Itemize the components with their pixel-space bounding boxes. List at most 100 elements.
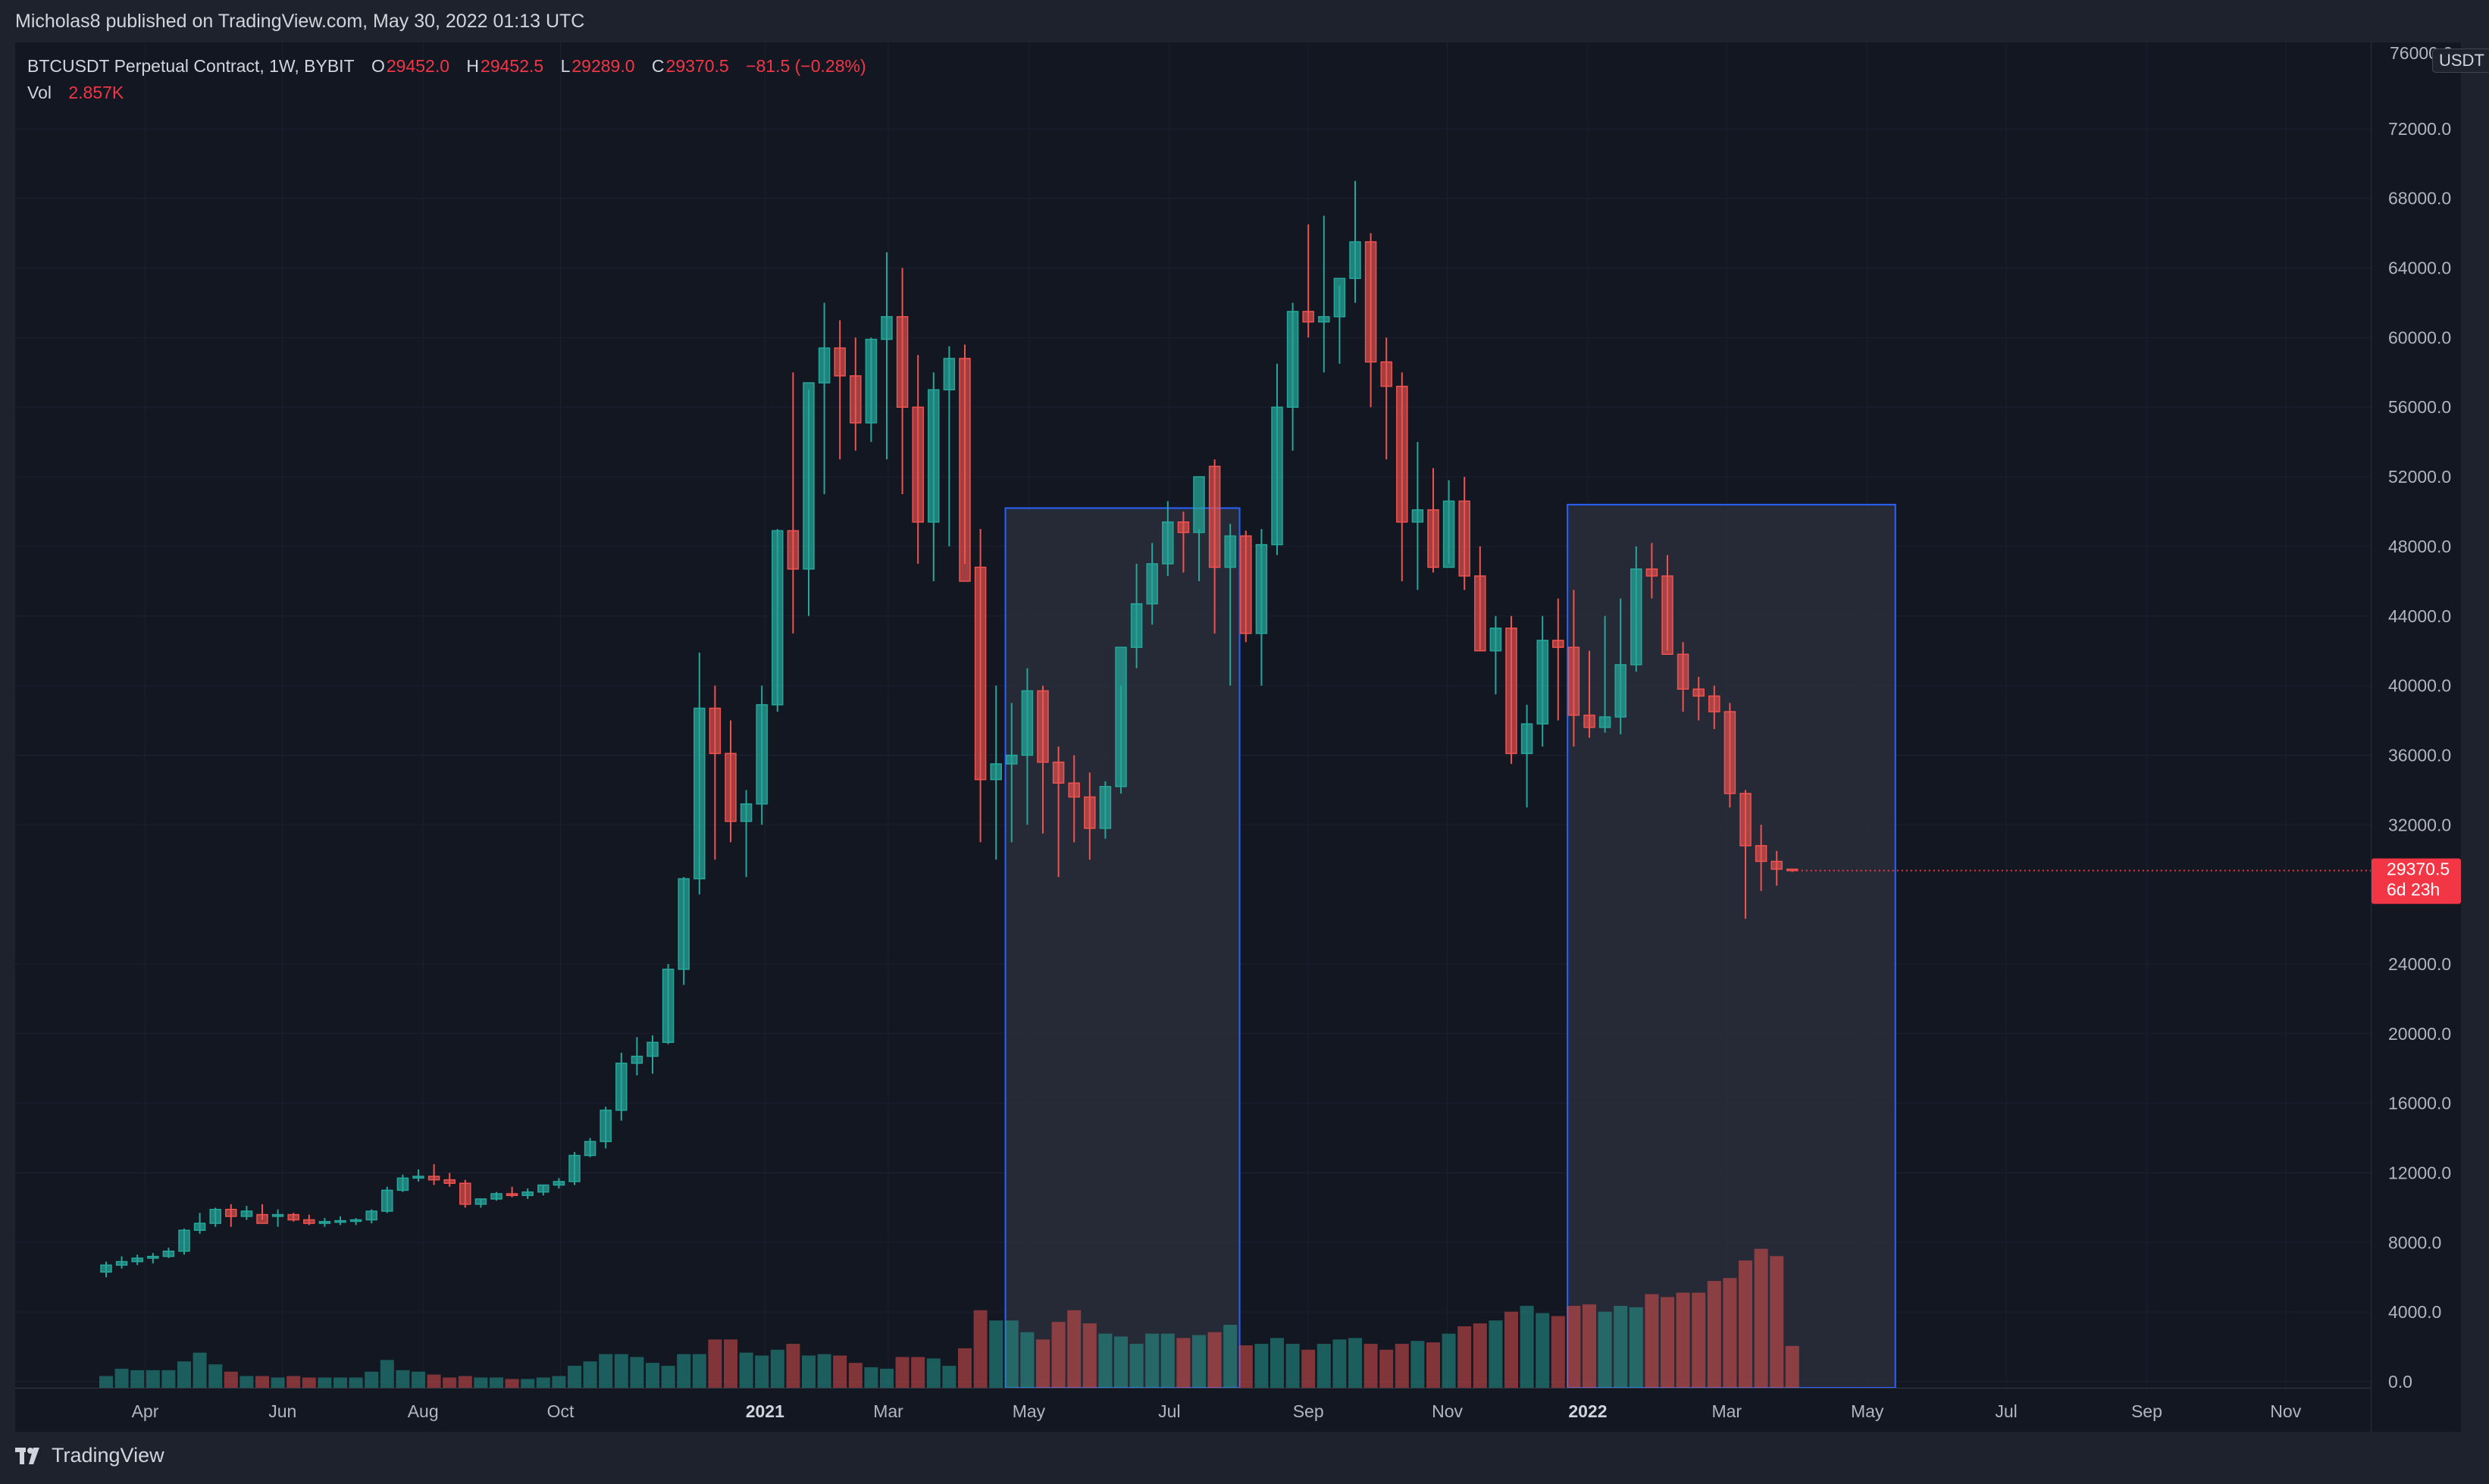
candle-body-94: [1567, 647, 1580, 716]
volume-bar-36: [661, 1366, 675, 1388]
volume-bar-74: [1254, 1344, 1269, 1388]
candle-body-34: [631, 1055, 643, 1064]
volume-bar-21: [427, 1374, 441, 1388]
volume-bar-31: [583, 1361, 597, 1388]
candle-body-80: [1349, 241, 1361, 280]
candle-body-4: [162, 1251, 175, 1257]
time-tick-label-11: Mar: [1711, 1401, 1742, 1421]
candle-body-46: [818, 347, 831, 384]
chart-frame[interactable]: BTCUSDT Perpetual Contract, 1W, BYBIT O2…: [15, 42, 2489, 1432]
candle-body-52: [912, 406, 924, 523]
volume-bar-0: [99, 1376, 113, 1388]
candle-body-89: [1489, 628, 1502, 652]
candle-body-65: [1115, 647, 1127, 787]
time-tick-label-9: Nov: [1432, 1401, 1463, 1421]
legend-vol-label: Vol: [27, 83, 52, 102]
price-tick-label-3: 12000.0: [2388, 1163, 2451, 1182]
volume-bar-72: [1223, 1325, 1238, 1388]
legend-vol-value: 2.857K: [68, 83, 124, 102]
volume-bar-22: [443, 1377, 457, 1388]
price-tick-label-8: 36000.0: [2388, 745, 2451, 765]
volume-bar-44: [786, 1344, 800, 1388]
time-tick-label-4: 2021: [746, 1401, 784, 1421]
highlight-rectangle-1: [1567, 503, 1896, 1389]
volume-bar-90: [1504, 1311, 1518, 1388]
candle-body-103: [1708, 695, 1720, 712]
volume-bar-79: [1332, 1339, 1347, 1388]
legend-symbol[interactable]: BTCUSDT Perpetual Contract, 1W, BYBIT: [27, 56, 355, 76]
volume-bar-19: [396, 1370, 410, 1388]
volume-bar-48: [848, 1363, 863, 1388]
volume-bar-1: [114, 1368, 129, 1388]
tradingview-brand-text: TradingView: [52, 1444, 164, 1467]
candle-body-58: [1006, 754, 1018, 765]
candle-body-62: [1068, 782, 1080, 798]
volume-bar-101: [1676, 1292, 1690, 1388]
candle-body-12: [287, 1213, 299, 1221]
time-tick-label-12: May: [1851, 1401, 1884, 1421]
volume-bar-23: [458, 1376, 472, 1388]
price-tick-label-1: 4000.0: [2388, 1302, 2441, 1322]
candle-body-91: [1520, 723, 1533, 754]
volume-bar-70: [1192, 1335, 1206, 1388]
candle-body-83: [1396, 385, 1408, 523]
time-axis[interactable]: Apr Jun Aug Oct 2021 Mar May Jul Sep Nov 2022 Mar Ma…: [15, 1388, 2371, 1432]
candle-body-18: [381, 1189, 393, 1212]
candle-body-2: [131, 1257, 143, 1263]
volume-bar-6: [193, 1352, 207, 1388]
volume-bar-65: [1114, 1336, 1128, 1388]
candle-body-5: [178, 1229, 190, 1252]
volume-bar-73: [1238, 1345, 1253, 1388]
candle-body-50: [881, 316, 893, 340]
candle-body-88: [1474, 575, 1486, 652]
legend-l-value: 29289.0: [571, 56, 635, 76]
volume-bar-80: [1348, 1338, 1362, 1388]
volume-bar-68: [1160, 1333, 1175, 1388]
volume-bar-88: [1473, 1323, 1487, 1388]
volume-bar-20: [412, 1371, 425, 1388]
candle-body-96: [1598, 716, 1611, 728]
price-tick-label-16: 68000.0: [2388, 189, 2451, 208]
tradingview-logo[interactable]: TradingView: [15, 1444, 164, 1467]
volume-bar-35: [646, 1363, 659, 1388]
main-pane[interactable]: BTCUSDT Perpetual Contract, 1W, BYBIT O2…: [15, 42, 2371, 1389]
volume-bar-104: [1723, 1278, 1737, 1388]
volume-bar-93: [1551, 1316, 1565, 1388]
price-axis-svg[interactable]: 76000.0 0.04000.08000.012000.016000.0200…: [2372, 42, 2461, 1432]
time-axis-svg[interactable]: Apr Jun Aug Oct 2021 Mar May Jul Sep Nov 2022 Mar Ma…: [15, 1389, 2371, 1432]
candle-body-56: [974, 566, 987, 781]
volume-bar-14: [318, 1377, 332, 1388]
candle-body-7: [209, 1208, 221, 1224]
candle-body-76: [1286, 311, 1299, 408]
candle-body-85: [1427, 509, 1439, 568]
candle-body-39: [709, 707, 722, 754]
volume-bar-103: [1707, 1281, 1721, 1388]
volume-bar-7: [208, 1364, 223, 1388]
volume-bar-13: [302, 1377, 316, 1388]
volume-bar-66: [1129, 1344, 1144, 1388]
candle-body-19: [396, 1177, 409, 1191]
candle-body-10: [256, 1213, 268, 1224]
volume-bar-18: [380, 1360, 394, 1388]
volume-bar-102: [1692, 1292, 1706, 1388]
candle-body-8: [225, 1208, 237, 1217]
volume-bar-32: [599, 1354, 613, 1388]
candle-body-17: [365, 1210, 377, 1221]
candle-body-60: [1037, 690, 1049, 763]
volume-bar-5: [177, 1361, 191, 1388]
volume-bar-57: [989, 1320, 1003, 1388]
currency-badge[interactable]: USDT: [2432, 49, 2489, 73]
volume-bar-25: [490, 1377, 503, 1388]
price-axis[interactable]: 76000.0 0.0 4000.0 8000.0 12000.0 16000.0 200…: [2371, 42, 2461, 1432]
volume-bar-17: [365, 1371, 379, 1388]
candle-body-13: [303, 1219, 315, 1224]
candle-body-66: [1130, 603, 1143, 648]
volume-bar-67: [1145, 1333, 1160, 1388]
volume-bar-43: [770, 1349, 784, 1388]
candle-body-21: [427, 1176, 440, 1181]
candle-body-24: [474, 1198, 487, 1205]
candle-body-72: [1224, 535, 1236, 568]
candle-body-64: [1099, 786, 1112, 829]
chart-svg[interactable]: [15, 42, 2371, 1389]
candle-body-35: [647, 1041, 659, 1057]
